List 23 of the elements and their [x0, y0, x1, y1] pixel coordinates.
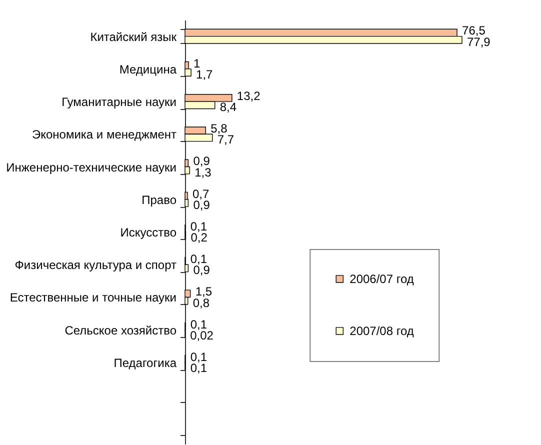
y-tick-label: Физическая культура и спорт [14, 258, 177, 272]
data-label: 1 [194, 56, 201, 70]
y-tick-label: Сельское хозяйство [64, 323, 177, 338]
data-label: 0,1 [190, 219, 208, 234]
y-tick-label: Право [142, 192, 177, 207]
data-label: 8,4 [220, 100, 237, 114]
y-tick-label: Искусство [120, 226, 177, 240]
legend-label: 2006/07 год [350, 272, 414, 286]
data-label: 0,1 [190, 361, 208, 376]
legend-label: 2007/08 год [350, 324, 414, 338]
data-label: 0,2 [190, 230, 208, 245]
data-label: 0,1 [190, 317, 208, 332]
y-tick-label: Естественные и точные науки [10, 290, 176, 305]
data-label: 13,2 [236, 88, 261, 103]
y-tick-label: Экономика и менеджмент [32, 128, 177, 142]
data-label: 1,7 [196, 68, 214, 82]
data-label: 0,7 [192, 186, 210, 201]
data-label: 0,1 [190, 350, 208, 364]
y-tick-label: Педагогика [114, 356, 177, 370]
y-tick-label: Гуманитарные науки [62, 95, 176, 110]
y-tick-label: Китайский язык [90, 30, 178, 44]
y-tick-label: Инженерно-технические науки [6, 160, 176, 174]
y-tick-label: Медицина [119, 62, 177, 76]
